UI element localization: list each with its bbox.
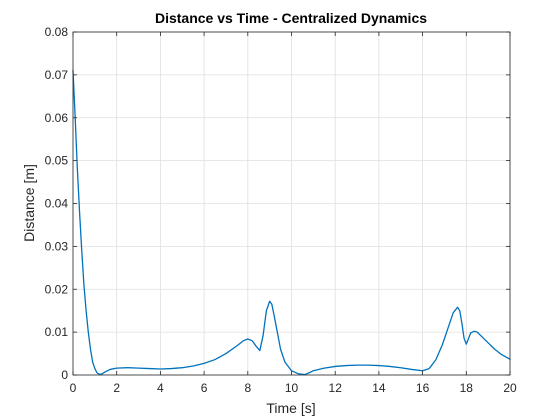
y-tick-label: 0.07 (45, 68, 69, 82)
y-tick-labels: 0 0.01 0.02 0.03 0.04 0.05 0.06 0.07 0.08 (45, 25, 69, 382)
x-tick-label: 12 (329, 381, 343, 395)
x-tick-label: 6 (201, 381, 208, 395)
y-tick-label: 0.05 (45, 154, 69, 168)
tick-marks (72, 31, 511, 376)
x-axis-label: Time [s] (266, 400, 315, 416)
y-tick-label: 0.08 (45, 25, 69, 39)
x-tick-label: 14 (372, 381, 386, 395)
x-tick-label: 18 (460, 381, 474, 395)
y-tick-label: 0.01 (45, 325, 69, 339)
series-layer (72, 69, 511, 376)
y-axis-label: Distance [m] (21, 164, 37, 242)
chart-title: Distance vs Time - Centralized Dynamics (155, 10, 427, 26)
x-tick-labels: 0 2 4 6 8 10 12 14 16 18 20 (70, 381, 517, 395)
y-tick-label: 0.06 (45, 111, 69, 125)
y-tick-label: 0.03 (45, 239, 69, 253)
x-tick-label: 20 (503, 381, 517, 395)
x-tick-label: 4 (157, 381, 164, 395)
x-tick-label: 16 (416, 381, 430, 395)
y-tick-label: 0.02 (45, 282, 69, 296)
x-tick-label: 2 (113, 381, 120, 395)
x-tick-label: 10 (285, 381, 299, 395)
x-tick-label: 0 (70, 381, 77, 395)
y-tick-label: 0 (61, 368, 68, 382)
distance-series-line (72, 69, 511, 376)
y-tick-label: 0.04 (45, 197, 69, 211)
x-tick-label: 8 (244, 381, 251, 395)
